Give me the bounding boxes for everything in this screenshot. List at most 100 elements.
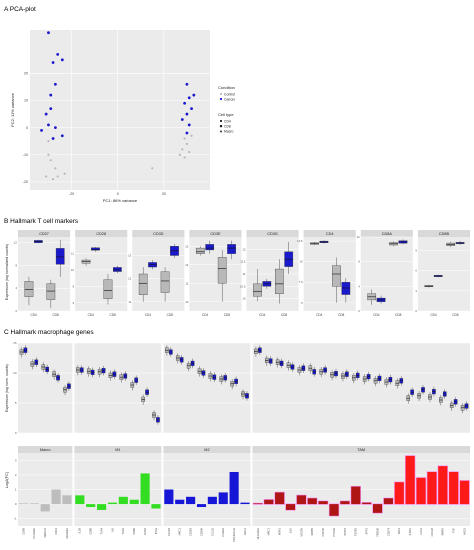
- macro-lfc-bar: [29, 503, 39, 505]
- macro-expr-box-control: [63, 385, 67, 396]
- macro-expr-box-cancer: [464, 401, 469, 411]
- facet-x-tick-label: CD4: [88, 313, 95, 317]
- macro-lfc-strip: [18, 446, 73, 453]
- tcell-box: [319, 240, 329, 244]
- macro-lfc-bar: [186, 496, 196, 505]
- macro-lfc-x-tick-label: MMP2: [441, 527, 445, 535]
- macro-expr-box-cancer: [366, 371, 371, 382]
- tcell-box: [227, 240, 236, 260]
- macro-lfc-bar: [340, 501, 350, 505]
- macro-lfc-x-tick-label: CSF1R: [321, 528, 325, 537]
- macro-expr-box-cancer: [67, 381, 71, 391]
- pca-point: [185, 82, 189, 86]
- pca-point: [181, 148, 184, 151]
- macro-lfc-bar: [362, 502, 372, 505]
- macro-lfc-x-tick-label: SPP1: [365, 527, 369, 534]
- tcell-box-body: [227, 244, 236, 254]
- macro-lfc-x-tick-label: CCL18: [167, 527, 171, 536]
- pca-point: [51, 178, 55, 181]
- macro-lfc-x-tick-label: TGFB1: [354, 527, 358, 536]
- legend-macro-label: Macro: [224, 129, 234, 133]
- macro-lfc-x-tick-label: STAT3: [343, 527, 347, 535]
- tcell-box-body: [217, 257, 227, 284]
- macro-lfc-bar: [107, 502, 118, 505]
- macro-lfc-bar: [229, 471, 239, 505]
- facet-x-tick-label: CD8: [52, 313, 59, 317]
- pca-point: [185, 142, 189, 145]
- facet-strip: [75, 230, 128, 237]
- facet-strip: [189, 230, 242, 237]
- macro-lfc-bar: [383, 498, 393, 505]
- macro-lfc-bar: [175, 499, 185, 505]
- facet-strip-label: CD3G: [267, 232, 278, 236]
- panel-a-title: A PCA-plot: [4, 6, 36, 13]
- facet-y-tick-label: 6: [73, 301, 75, 305]
- macro-lfc-strip-label: Macro: [40, 448, 51, 452]
- pca-point: [53, 82, 57, 86]
- macro-expr-box-control: [19, 347, 24, 358]
- macro-expr-box-cancer: [410, 387, 414, 397]
- pca-y-tick-label: 0: [26, 126, 28, 130]
- macro-lfc-bar: [118, 496, 128, 505]
- macro-lfc-bar: [405, 455, 415, 505]
- macro-lfc-y-tick-label: -1: [14, 517, 17, 521]
- facet-y-tick-label: 5: [301, 301, 303, 305]
- macro-lfc-y-tick-label: 2: [15, 473, 17, 477]
- legend-condition-title: Condition: [218, 85, 235, 90]
- tcell-box: [424, 284, 434, 288]
- macro-lfc-x-tick-label: IL1B: [78, 528, 82, 534]
- macro-lfc-x-tick-label: TLR4: [99, 527, 103, 534]
- macro-lfc-bar: [275, 492, 285, 505]
- macro-expr-box-cancer: [101, 365, 106, 376]
- pca-x-tick-label: -20: [69, 192, 74, 196]
- macro-lfc-x-tick-label: TREM2: [375, 527, 379, 536]
- legend-control-swatch: [219, 92, 223, 96]
- tcell-box-body: [46, 283, 56, 300]
- tcell-box: [310, 241, 319, 246]
- macro-expr-box-control: [384, 377, 389, 388]
- pca-point: [51, 61, 55, 64]
- facet-y-tick-label: 11: [185, 281, 188, 285]
- macro-expr-box-control: [254, 346, 258, 357]
- pca-point: [192, 93, 196, 97]
- macro-expr-box-control: [152, 410, 156, 421]
- macro-lfc-bar: [264, 499, 274, 505]
- macro-expr-box-cancer: [388, 374, 393, 385]
- legend-cancer-swatch: [219, 97, 223, 101]
- macro-expr-box-cancer: [290, 362, 295, 372]
- facet-y-tick-label: 6: [415, 269, 417, 273]
- macro-expr-box-cancer: [301, 363, 306, 373]
- pca-gridlines: [30, 30, 210, 190]
- macro-expr-box-cancer: [156, 415, 160, 425]
- macro-lfc-x-tick-label: TLR2: [121, 527, 125, 534]
- tcell-facet: CD27 0 4 8 12 CD4 CD8: [14, 230, 71, 317]
- macro-expr-box-cancer: [442, 389, 447, 399]
- macro-expr-box-cancer: [268, 356, 273, 366]
- facet-y-tick-label: 11: [128, 300, 131, 304]
- pca-point: [185, 112, 189, 116]
- tcell-box: [160, 267, 170, 302]
- macro-lfc-bar: [151, 504, 161, 509]
- legend-cd4-swatch: [219, 119, 223, 123]
- macrophage-log2fc-chart: Macro CD68 FCGR3A MARCO CD14 ADGRE1 M1 IL1B CD86…: [14, 446, 470, 542]
- macro-lfc-strip: [74, 446, 162, 453]
- pca-point: [53, 126, 57, 130]
- macro-lfc-y-tick-label: 3: [15, 458, 17, 462]
- macro-lfc-x-tick-label: MRC1: [178, 527, 182, 535]
- tcell-box: [262, 278, 272, 289]
- facet-y-tick-label: 7.5: [299, 280, 303, 284]
- tcell-facet: CD3E 10 11 12 13 CD4 CD8: [185, 230, 242, 317]
- tcell-facet: CD8A 0 4 8 12 CD4 CD8: [357, 230, 413, 317]
- macrophage-expression-chart: 0 5 10 15: [13, 341, 470, 435]
- facet-y-tick-label: 0: [358, 309, 360, 313]
- pca-point: [183, 101, 187, 105]
- facet-y-tick-label: 13: [128, 254, 132, 258]
- facet-y-tick-label: 3: [415, 289, 417, 293]
- macro-lfc-x-tick-label: CD86: [89, 527, 93, 534]
- macro-expr-box-cancer: [134, 375, 138, 385]
- macro-expr-box-cancer: [355, 370, 360, 381]
- facet-y-tick-label: 8: [73, 284, 75, 288]
- macro-expr-box-cancer: [453, 397, 458, 407]
- macro-expr-box-control: [76, 365, 80, 376]
- tcell-facet: CD4 5 7.5 10 12.5 CD4 CD8: [297, 230, 356, 317]
